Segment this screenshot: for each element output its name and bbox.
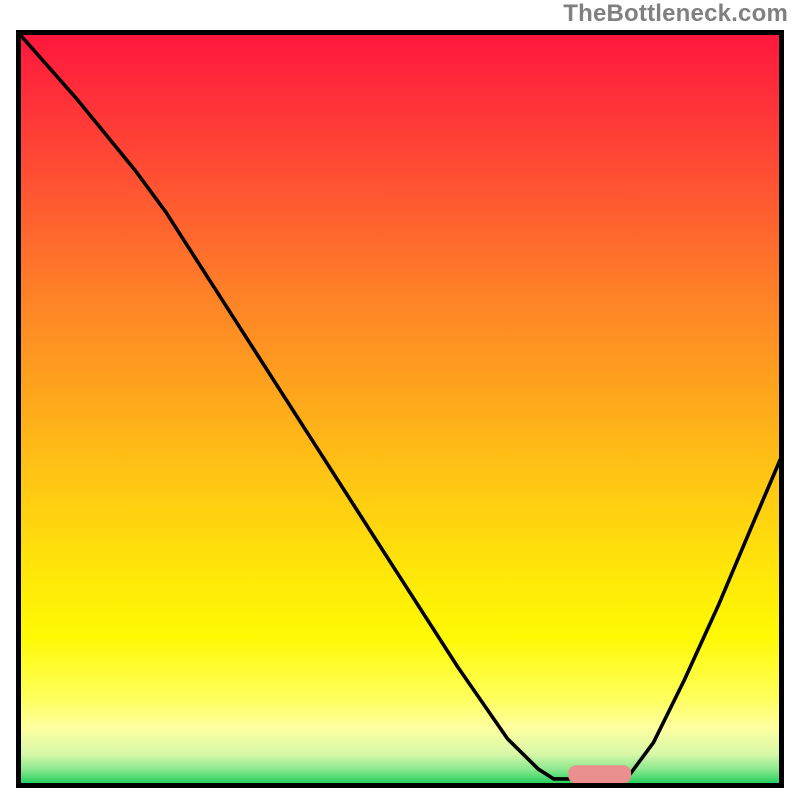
chart-container: TheBottleneck.com (0, 0, 800, 800)
chart-background (16, 30, 784, 788)
bottleneck-chart (16, 30, 784, 788)
watermark-text: TheBottleneck.com (563, 0, 788, 28)
optimal-marker (568, 765, 631, 783)
